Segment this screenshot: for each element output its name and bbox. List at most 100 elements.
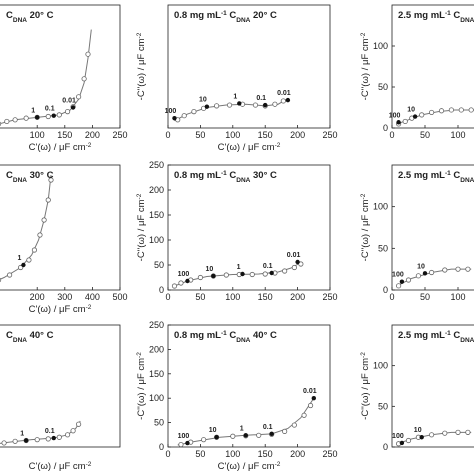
y-tick-label: 250: [149, 320, 164, 330]
frequency-label: 10: [414, 427, 422, 434]
data-point: [7, 272, 13, 278]
panel-title-part: -1: [221, 170, 227, 177]
y-axis-label-part: -C''(ω) / μF cm: [136, 358, 147, 420]
data-point: [280, 98, 286, 104]
frequency-label: 10: [205, 266, 213, 273]
frequency-label: 10: [417, 263, 425, 270]
y-tick-label: 50: [378, 82, 388, 92]
data-point: [291, 422, 297, 428]
y-axis-label-part: -2: [360, 32, 367, 38]
frequency-label: 1: [20, 430, 24, 437]
data-point: [64, 109, 71, 115]
data-point: [428, 109, 435, 116]
x-tick-label: 50: [420, 130, 430, 140]
marked-point: [240, 271, 245, 277]
x-tick-label: 0: [165, 449, 170, 459]
y-axis-label-part: -2: [136, 193, 143, 199]
frequency-label: 1: [17, 255, 21, 262]
data-point: [85, 51, 91, 57]
panel-title-part: DNA: [236, 337, 250, 344]
x-tick-label: 150: [258, 449, 273, 459]
frequency-label: 10: [199, 97, 207, 104]
plot-frame: [0, 164, 121, 291]
x-tick-label: 250: [322, 130, 337, 140]
data-point: [405, 437, 412, 444]
marked-point: [285, 97, 291, 103]
data-point: [448, 107, 454, 113]
panel-title-part: DNA: [236, 17, 250, 24]
panel-title-part: 40° C: [27, 330, 54, 341]
panel-title-part: C: [227, 10, 237, 21]
frequency-label: 100: [392, 433, 404, 440]
x-tick-label: 100: [30, 130, 45, 140]
x-axis-label: C'(ω) / μF cm-2: [218, 461, 281, 473]
marked-point: [422, 271, 428, 276]
data-point: [442, 430, 448, 436]
panel-title-part: DNA: [460, 17, 474, 24]
panel-title-part: 40° C: [250, 330, 277, 341]
frequency-label: 100: [389, 112, 401, 119]
panel-title-part: 0.8 mg mL: [174, 330, 221, 341]
panel-title-part: DNA: [13, 177, 27, 184]
data-point: [181, 113, 187, 119]
data-point: [56, 112, 62, 118]
y-tick-label: 100: [149, 235, 164, 245]
data-point: [262, 271, 268, 277]
panel-title: 0.8 mg mL-1 CDNA 30° C: [174, 170, 277, 184]
x-tick-label: 100: [450, 292, 465, 302]
data-point: [223, 272, 229, 278]
marked-point: [237, 101, 242, 106]
panel-title-part: DNA: [13, 17, 27, 24]
panel-title-part: 2.5 mg mL: [398, 330, 445, 341]
data-point: [455, 266, 461, 272]
marked-point: [311, 396, 316, 401]
y-tick-label: 0: [383, 285, 388, 295]
frequency-label: 1: [237, 264, 241, 271]
frequency-label: 100: [178, 433, 190, 440]
data-point: [298, 261, 304, 267]
data-point: [252, 102, 259, 108]
x-tick-label: 200: [290, 130, 305, 140]
marked-point: [269, 431, 274, 437]
marked-point: [172, 115, 177, 121]
frequency-label: 10: [407, 107, 415, 114]
x-tick-label: 50: [420, 292, 430, 302]
fit-line: [0, 174, 52, 280]
panel-title-part: C: [451, 330, 461, 341]
x-tick-label: 400: [85, 292, 100, 302]
panel-title-part: 30° C: [250, 170, 277, 181]
panel-title-part: C: [6, 170, 13, 181]
y-axis-label-part: -C''(ω) / μF cm: [360, 38, 371, 100]
data-point: [45, 113, 51, 120]
y-axis-label-part: -C''(ω) / μF cm: [360, 199, 371, 261]
x-tick-label: 0: [389, 292, 394, 302]
x-tick-label: 150: [258, 130, 273, 140]
plot-frame: [167, 324, 331, 448]
data-point: [191, 109, 197, 115]
y-tick-label: 100: [373, 202, 388, 212]
marked-point: [23, 438, 29, 443]
x-axis-label-part: -2: [86, 304, 92, 311]
panel-title-part: C: [227, 170, 237, 181]
panel-title-part: -1: [445, 330, 451, 337]
x-axis-label-part: -2: [275, 461, 281, 468]
data-point: [282, 428, 288, 434]
panel-title: 2.5 mg mL-1 CDNA 40° C: [398, 330, 474, 344]
y-axis-label-part: -2: [136, 32, 143, 38]
panel-title: CDNA 20° C: [6, 10, 54, 24]
marked-point: [295, 259, 300, 265]
data-point: [31, 247, 38, 253]
panel-title-part: -1: [445, 170, 451, 177]
y-tick-label: 100: [373, 41, 388, 51]
x-tick-label: 100: [225, 130, 240, 140]
data-point: [465, 266, 471, 272]
panel-title: 0.8 mg mL-1 CDNA 40° C: [174, 330, 277, 344]
x-axis-label: C'(ω) / μF cm-2: [29, 142, 92, 154]
plot-frame: [391, 164, 474, 291]
data-point: [415, 273, 421, 279]
marked-point: [243, 433, 248, 438]
x-axis-label-part: C'(ω) / μF cm: [218, 461, 275, 472]
x-tick-label: 200: [30, 292, 45, 302]
y-tick-label: 50: [378, 243, 388, 253]
panel-title-part: -1: [221, 10, 227, 17]
